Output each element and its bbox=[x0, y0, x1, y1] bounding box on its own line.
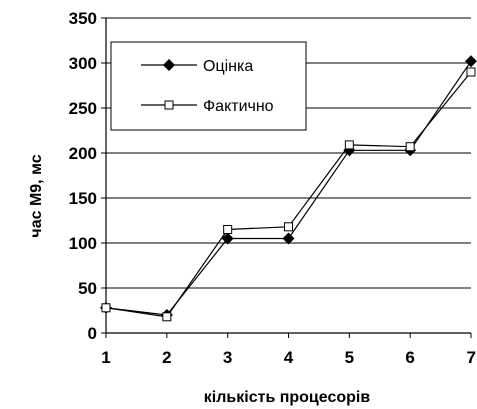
legend-marker-estimate bbox=[163, 59, 175, 71]
point-actual-4 bbox=[284, 222, 293, 232]
point-actual-6 bbox=[405, 142, 415, 152]
ytick-label-250: 250 bbox=[69, 99, 97, 118]
xtick-label-3: 3 bbox=[223, 348, 232, 367]
ytick-label-200: 200 bbox=[69, 144, 97, 163]
xtick-label-1: 1 bbox=[101, 348, 110, 367]
xtick-label-4: 4 bbox=[284, 348, 294, 367]
x-tick-labels: 1 2 3 4 5 6 7 bbox=[101, 348, 476, 367]
point-estimate-7 bbox=[465, 55, 477, 68]
point-actual-5 bbox=[344, 140, 354, 150]
legend: Оцінка Фактично bbox=[110, 41, 307, 131]
xtick-label-6: 6 bbox=[405, 348, 414, 367]
point-estimate-3 bbox=[221, 232, 234, 245]
point-actual-1 bbox=[101, 303, 111, 313]
legend-label-estimate: Оцінка bbox=[203, 58, 253, 75]
series bbox=[100, 55, 477, 322]
xtick-label-2: 2 bbox=[162, 348, 171, 367]
point-actual-2 bbox=[162, 312, 172, 322]
ytick-label-300: 300 bbox=[69, 54, 97, 73]
ytick-label-150: 150 bbox=[69, 189, 97, 208]
legend-marker-actual bbox=[164, 100, 174, 110]
point-actual-3 bbox=[223, 225, 233, 234]
legend-box bbox=[110, 41, 307, 131]
ytick-label-0: 0 bbox=[88, 324, 97, 343]
y-tick-labels: 0 50 100 150 200 250 300 350 bbox=[69, 9, 97, 343]
legend-label-actual: Фактично bbox=[203, 98, 274, 115]
point-estimate-4 bbox=[282, 232, 295, 245]
point-actual-7 bbox=[466, 67, 476, 77]
ytick-label-350: 350 bbox=[69, 9, 97, 28]
ytick-label-50: 50 bbox=[78, 279, 97, 298]
x-axis-title: кількість процесорів bbox=[204, 389, 371, 406]
ytick-label-100: 100 bbox=[69, 234, 97, 253]
y-axis-title: час М9, мс bbox=[28, 154, 45, 237]
axes bbox=[101, 17, 472, 338]
xtick-label-5: 5 bbox=[345, 348, 354, 367]
xtick-label-7: 7 bbox=[467, 348, 476, 367]
